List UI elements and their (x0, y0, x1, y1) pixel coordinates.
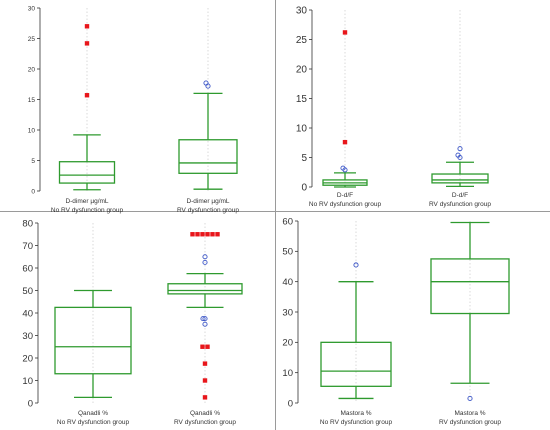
x-label-line1-group2: D-dimer µg/mL (186, 198, 229, 205)
far-outlier-point (200, 232, 205, 237)
x-label-line2-group2: RV dysfunction group (177, 207, 239, 214)
far-outlier-point (202, 361, 208, 366)
panel-mastora: 0 10 20 30 40 50 60 Mastora % No RV dysfunctio… (282, 216, 510, 426)
far-outlier-point (215, 232, 220, 237)
y-tick-label: 15 (28, 97, 36, 104)
y-tick-label: 5 (31, 158, 35, 165)
far-outlier-point (200, 344, 205, 349)
y-tick-label: 70 (22, 241, 33, 252)
y-tick-label: 10 (28, 127, 36, 134)
y-tick-label: 5 (301, 153, 307, 164)
iqr-box (431, 173, 489, 184)
far-outlier-point (190, 232, 195, 237)
near-outlier-point (457, 146, 463, 152)
y-tick-label: 10 (282, 368, 293, 379)
x-label-line1-group1: Mastora % (340, 410, 371, 417)
panel-qanadli: 0 10 20 30 40 50 60 70 80 Qanadli % No RV dysfun… (22, 218, 243, 426)
y-tick-label: 0 (28, 398, 33, 409)
x-label-line2-group1: No RV dysfunction group (309, 201, 382, 208)
far-outlier-point (202, 395, 208, 400)
x-label-line1-group2: Mastora % (454, 410, 485, 417)
x-label-line1-group2: D-d/F (452, 192, 468, 199)
y-tick-label: 25 (28, 36, 36, 43)
y-tick-label: 30 (22, 331, 33, 342)
panel-d-d-over-f: 0 5 10 15 20 25 30 D-d/F No RV dysfunction gro… (296, 6, 492, 209)
near-outlier-point (202, 259, 208, 265)
iqr-box (58, 161, 116, 184)
iqr-box (430, 258, 510, 315)
far-outlier-point (84, 41, 90, 46)
near-outlier-point (202, 321, 208, 327)
far-outlier-point (210, 232, 215, 237)
y-tick-label: 80 (22, 218, 33, 229)
far-outlier-point (84, 24, 90, 29)
y-tick-label: 20 (296, 65, 308, 76)
y-tick-label: 50 (282, 247, 293, 258)
near-outlier-point (200, 316, 206, 322)
x-label-line2-group2: RV dysfunction group (429, 201, 491, 208)
far-outlier-point (84, 93, 90, 98)
far-outlier-point (342, 139, 348, 145)
x-label-line1-group1: Qanadli % (78, 410, 108, 417)
iqr-box (167, 283, 243, 295)
y-tick-label: 60 (282, 216, 293, 227)
y-tick-label: 0 (288, 398, 293, 409)
iqr-box (178, 139, 238, 174)
y-tick-label: 20 (22, 353, 33, 364)
near-outlier-point (203, 80, 209, 86)
far-outlier-point (202, 378, 208, 383)
near-outlier-point (202, 254, 208, 260)
x-label-line1-group1: D-dimer µg/mL (65, 198, 108, 205)
y-tick-label: 60 (22, 263, 33, 274)
y-tick-label: 30 (282, 307, 293, 318)
x-label-line2-group1: No RV dysfunction group (51, 207, 124, 214)
near-outlier-point (340, 165, 346, 171)
x-label-line2-group1: No RV dysfunction group (320, 419, 393, 426)
y-tick-label: 30 (296, 6, 308, 17)
x-label-line1-group1: D-d/F (337, 192, 353, 199)
x-label-line2-group1: No RV dysfunction group (57, 419, 130, 426)
y-tick-label: 0 (31, 188, 35, 195)
y-tick-label: 30 (28, 5, 36, 12)
far-outlier-point (195, 232, 200, 237)
near-outlier-point (455, 152, 461, 158)
far-outlier-point (342, 30, 348, 35)
far-outlier-point (205, 232, 210, 237)
x-label-line1-group2: Qanadli % (190, 410, 220, 417)
y-tick-label: 10 (22, 376, 33, 387)
y-tick-label: 20 (28, 66, 36, 73)
iqr-box (320, 341, 392, 387)
x-label-line2-group2: RV dysfunction group (174, 419, 236, 426)
iqr-box (54, 306, 132, 375)
y-tick-label: 10 (296, 124, 308, 135)
x-label-line2-group2: RV dysfunction group (439, 419, 501, 426)
y-tick-label: 25 (296, 35, 308, 46)
near-outlier-point (202, 316, 208, 322)
near-outlier-point (467, 395, 473, 402)
far-outlier-point (205, 344, 210, 349)
y-tick-label: 50 (22, 286, 33, 297)
y-tick-label: 40 (22, 308, 33, 319)
y-tick-label: 40 (282, 277, 293, 288)
panel-d-dimer: 0 5 10 15 20 25 30 D-dimer µg/mL No RV dysfunc… (28, 5, 240, 214)
y-tick-label: 15 (296, 94, 308, 105)
near-outlier-point (353, 262, 359, 268)
y-tick-label: 0 (301, 183, 307, 194)
y-tick-label: 20 (282, 338, 293, 349)
